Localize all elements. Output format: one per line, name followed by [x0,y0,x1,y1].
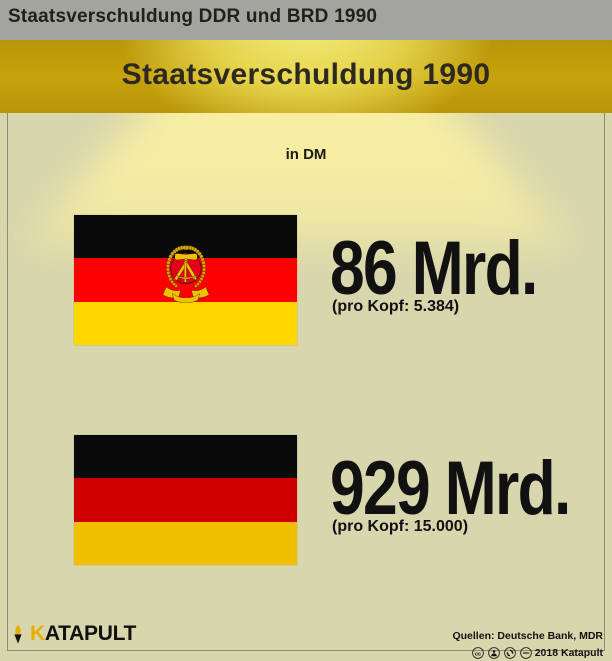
svg-text:cc: cc [475,652,481,658]
